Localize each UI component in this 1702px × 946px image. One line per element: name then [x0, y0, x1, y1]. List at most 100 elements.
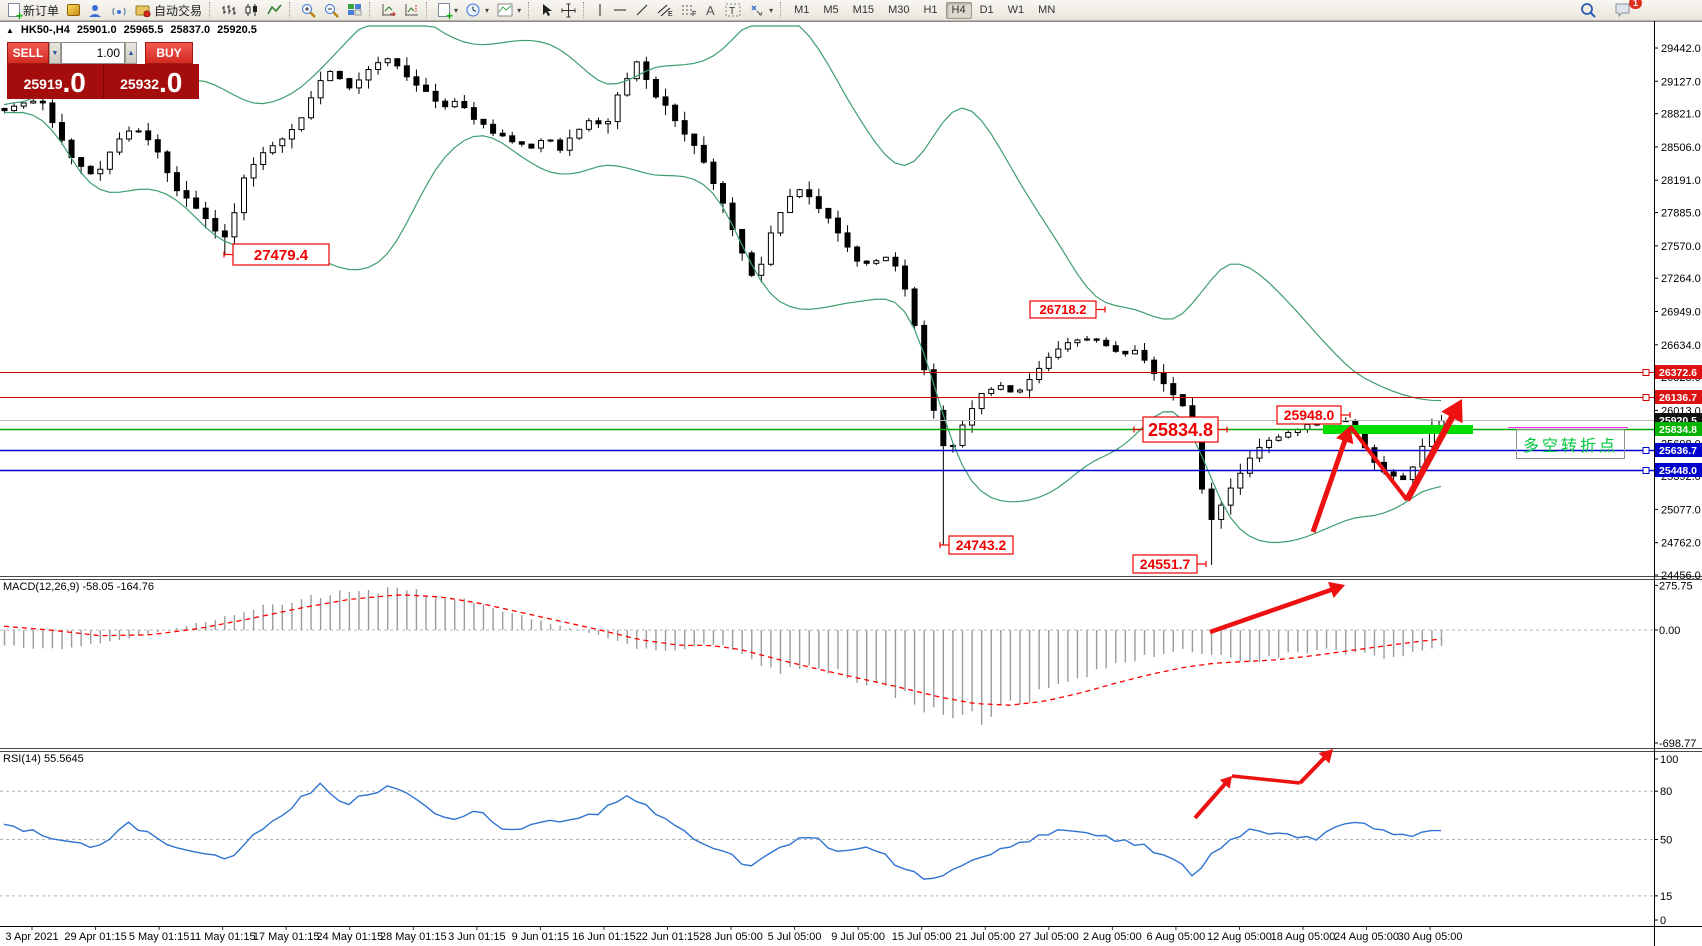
equidistant-channel-icon: E [657, 4, 673, 17]
trend-arrow[interactable] [1193, 780, 1229, 820]
market-button[interactable] [63, 1, 84, 20]
search-icon [1581, 3, 1596, 18]
notifications-button[interactable]: 1 [1610, 0, 1642, 20]
text-label-button[interactable]: T [721, 1, 745, 20]
trend-arrow[interactable] [1209, 586, 1336, 635]
svg-text:9 Jun 01:15: 9 Jun 01:15 [512, 931, 570, 943]
auto-scroll-icon [382, 4, 397, 17]
toolbar-separator [209, 2, 214, 18]
price-label-box[interactable] [1142, 416, 1219, 443]
text-button[interactable]: A [701, 1, 721, 20]
vertical-line-button[interactable] [591, 1, 609, 20]
new-chart-button[interactable]: ▾ [434, 1, 462, 21]
tile-windows-button[interactable] [343, 1, 366, 20]
svg-text:25636.7: 25636.7 [1659, 445, 1697, 457]
auto-scroll-button[interactable] [377, 1, 400, 20]
new-order-icon [8, 3, 23, 21]
ohlc-high: 25965.5 [123, 24, 164, 36]
chart-bars-button[interactable] [217, 1, 240, 20]
zoom-out-button[interactable] [320, 1, 343, 20]
new-order-label: 新订单 [23, 3, 60, 18]
timeframe-m5[interactable]: M5 [823, 4, 839, 16]
candles-series [1, 56, 1445, 565]
price-label-box[interactable] [948, 535, 1014, 555]
crosshair-icon [561, 3, 576, 17]
svg-text:22 Jun 01:15: 22 Jun 01:15 [636, 931, 700, 943]
price-pane[interactable] [0, 22, 1654, 576]
svg-text:27264.0: 27264.0 [1661, 273, 1701, 285]
price-label-box[interactable] [1029, 300, 1097, 319]
trendline-button[interactable] [631, 1, 653, 20]
crosshair-button[interactable] [557, 1, 580, 20]
timeframe-m1[interactable]: M1 [794, 4, 810, 16]
profile-button[interactable] [84, 1, 107, 20]
timeframe-m30[interactable]: M30 [888, 4, 910, 16]
support-zone-bar[interactable] [1323, 425, 1473, 434]
price-label-box[interactable] [1132, 554, 1198, 574]
chart-shift-button[interactable] [400, 1, 423, 20]
timeframe-d1[interactable]: D1 [979, 4, 994, 16]
chart-candles-button[interactable] [240, 1, 263, 20]
toolbar-separator [583, 2, 588, 18]
timeframe-w1[interactable]: W1 [1007, 4, 1025, 16]
chevron-down-icon: ▾ [517, 5, 522, 15]
svg-text:29127.0: 29127.0 [1661, 76, 1701, 88]
notification-badge: 1 [1628, 0, 1642, 9]
time-axis[interactable]: 3 Apr 2021 29 Apr 01:15 5 May 01:15 11 May … [5, 927, 1463, 943]
horizontal-line-button[interactable] [609, 1, 631, 20]
bar-chart-icon [222, 5, 237, 15]
svg-text:26136.7: 26136.7 [1659, 392, 1697, 404]
auto-trading-button[interactable]: 自动交易 [131, 1, 206, 20]
svg-text:26718.2: 26718.2 [1040, 302, 1087, 317]
buy-price: 25932 .0 [104, 64, 200, 99]
macd-pane[interactable] [0, 580, 1654, 748]
timeframe-h1[interactable]: H1 [923, 4, 938, 16]
periods-button[interactable]: ▾ [462, 1, 493, 20]
new-chart-icon [438, 3, 453, 21]
templates-button[interactable]: ▾ [493, 1, 525, 20]
trendline-icon [636, 4, 648, 16]
svg-text:24456.0: 24456.0 [1661, 570, 1701, 582]
trend-arrow[interactable] [1310, 436, 1349, 533]
new-order-button[interactable]: 新订单 [4, 1, 63, 21]
volume-decrease-button[interactable]: ▼ [49, 42, 61, 64]
volume-input[interactable] [61, 42, 125, 64]
timeframe-m15[interactable]: M15 [852, 4, 875, 16]
trend-arrow[interactable] [1231, 774, 1301, 785]
toolbar: 新订单 自动交易 [0, 0, 1702, 21]
timeframe-mn[interactable]: MN [1038, 4, 1056, 16]
volume-increase-button[interactable]: ▲ [125, 42, 137, 64]
timeframe-h4[interactable]: H4 [945, 1, 972, 19]
channel-button[interactable]: E [653, 1, 677, 20]
price-label-box[interactable] [1276, 405, 1342, 425]
svg-text:29442.0: 29442.0 [1661, 43, 1701, 55]
search-button[interactable] [1576, 1, 1600, 20]
ohlc-close: 25920.5 [217, 24, 257, 36]
price-label-box[interactable] [232, 243, 330, 266]
svg-text:30 Aug 05:00: 30 Aug 05:00 [1398, 931, 1463, 943]
profile-icon [89, 4, 102, 17]
rsi-pane[interactable] [0, 752, 1654, 926]
price-labels[interactable]: 27479.4 26718.2 25834.8 25948.0 24743.2 24551… [223, 243, 1351, 574]
cursor-button[interactable] [536, 1, 557, 20]
ohlc-open: 25901.0 [76, 24, 117, 36]
trend-arrow[interactable] [1298, 754, 1328, 785]
svg-text:24551.7: 24551.7 [1140, 556, 1191, 572]
zoom-in-button[interactable] [297, 1, 320, 20]
svg-text:28 Jun 05:00: 28 Jun 05:00 [699, 931, 763, 943]
turning-point-label[interactable]: 多空转折点 [1516, 429, 1626, 459]
collapse-triangle-icon: ▲ [6, 25, 14, 35]
arrowhead [1328, 581, 1345, 599]
svg-text:275.75: 275.75 [1659, 580, 1693, 592]
annotations[interactable] [1193, 399, 1628, 820]
buy-button[interactable]: BUY [145, 42, 193, 64]
sell-button[interactable]: SELL [7, 42, 49, 64]
arrows-button[interactable]: ▾ [745, 1, 777, 20]
chart-line-button[interactable] [263, 1, 286, 20]
signal-button[interactable] [107, 1, 131, 20]
trend-arrow[interactable] [1404, 411, 1458, 502]
trend-arrow[interactable] [1348, 424, 1409, 502]
timeframe-bar: M1 M5 M15 M30 H1 H4 D1 W1 MN [788, 1, 1061, 19]
fibonacci-button[interactable]: F [677, 1, 701, 20]
